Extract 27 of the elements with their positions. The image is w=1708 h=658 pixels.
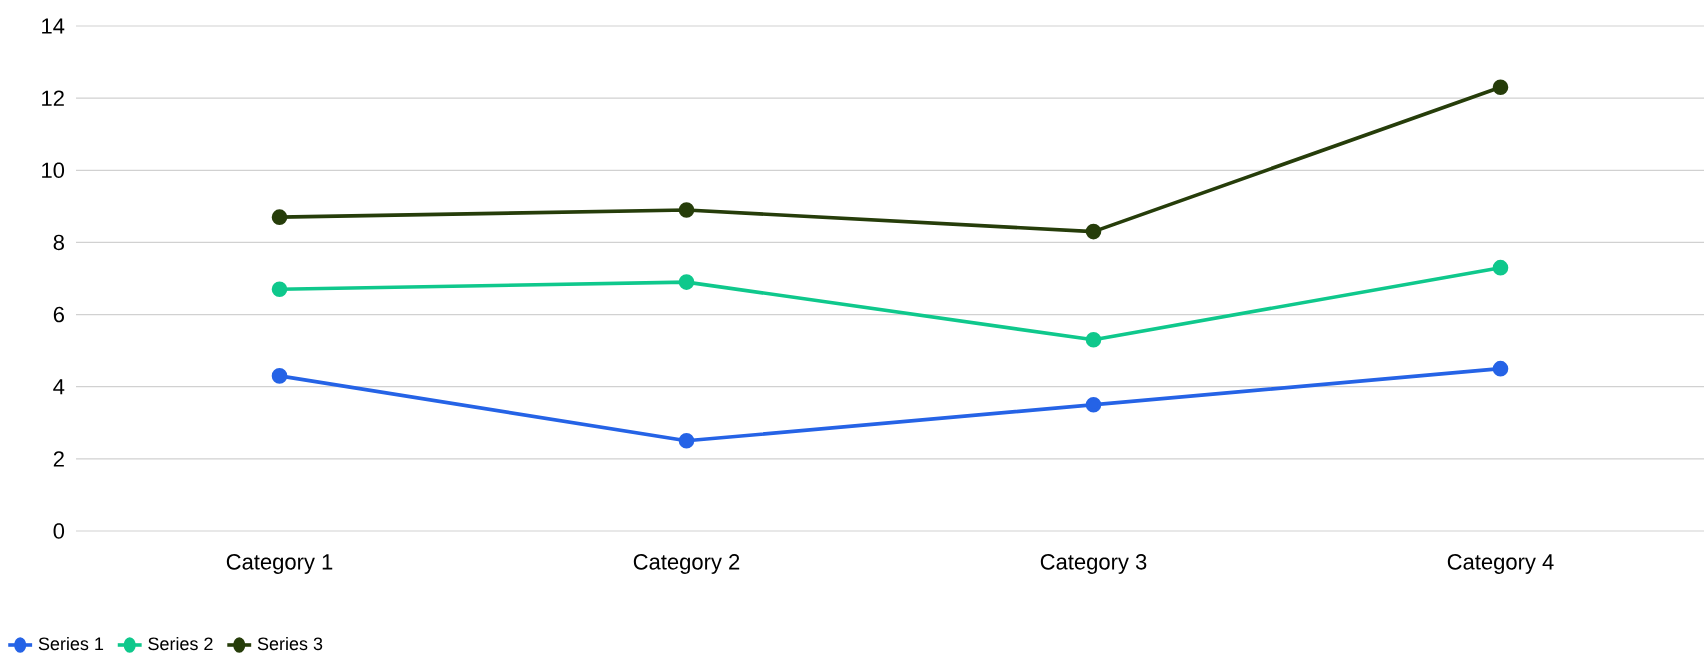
point [1492,360,1509,377]
point [678,274,695,290]
y-tick-label: 12 [42,90,64,106]
y-tick-label: 4 [53,379,65,395]
y-tick-label: 6 [53,306,64,323]
point [1492,79,1509,96]
y-tick-label: 10 [42,162,65,179]
y-tick-label: 14 [42,18,65,34]
point [1085,332,1102,348]
x-tick-label: Category 4 [1447,554,1554,574]
point [1085,223,1102,240]
y-tick-label: 0 [53,523,65,539]
legend-label: Series 1 [38,636,104,651]
x-tick-label: Category 2 [633,554,740,574]
point [271,281,288,298]
point [1492,259,1509,276]
legend-label: Series 3 [257,636,323,651]
y-tick-label: 2 [53,451,64,467]
point [271,209,288,225]
point [678,433,695,449]
point [678,202,695,218]
legend-label: Series 2 [148,636,213,651]
x-tick-label: Category 3 [1040,554,1147,574]
y-tick-label: 8 [53,234,64,251]
point [271,368,288,384]
point [1085,396,1102,413]
x-tick-label: Category 1 [226,554,333,574]
